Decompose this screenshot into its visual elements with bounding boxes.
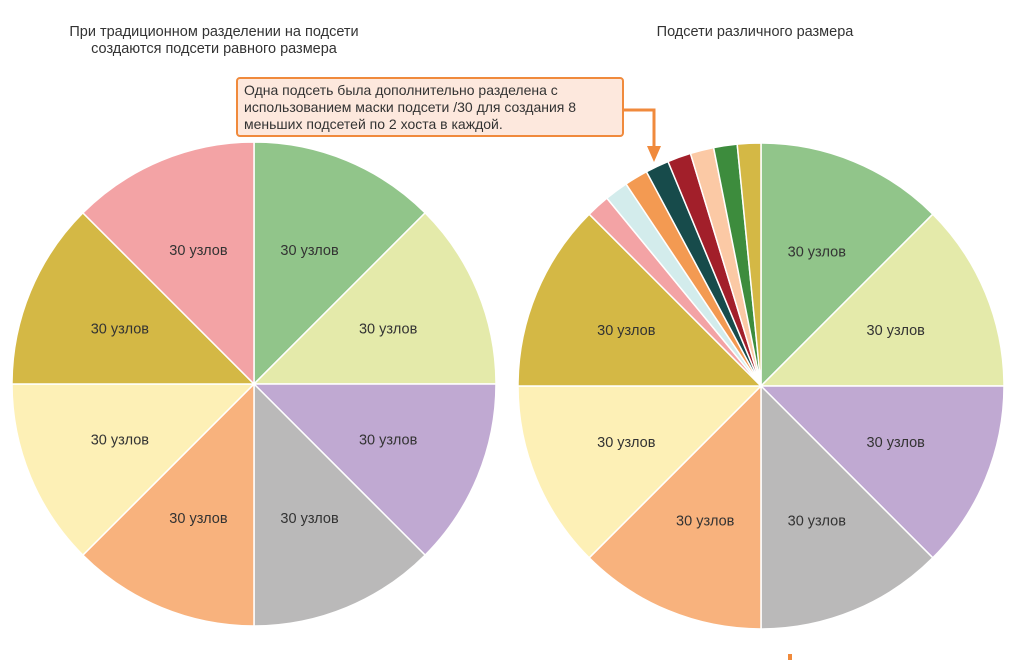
right-pie-slice-2 bbox=[759, 213, 1005, 387]
right-pie-slice-7 bbox=[517, 213, 763, 387]
right-pie-slice-label-6: 30 узлов bbox=[597, 435, 656, 451]
left-pie-slice-label-5: 30 узлов bbox=[169, 511, 228, 527]
left-chart-title-line-1: При традиционном разделении на подсети bbox=[69, 24, 359, 40]
orange-mark bbox=[788, 654, 792, 660]
left-pie-slice-3 bbox=[252, 383, 497, 557]
left-pie-slice-6 bbox=[11, 383, 256, 557]
callout-line-3: меньших подсетей по 2 хоста в каждой. bbox=[244, 116, 503, 132]
left-pie-slice-label-7: 30 узлов bbox=[91, 321, 150, 337]
callout-arrow bbox=[624, 108, 661, 162]
callout-arrow-line bbox=[624, 108, 656, 146]
right-pie-slice-label-1: 30 узлов bbox=[788, 244, 847, 260]
right-pie-slice-label-2: 30 узлов bbox=[867, 323, 926, 339]
left-pie-slice-7 bbox=[11, 211, 256, 385]
left-pie-slice-label-1: 30 узлов bbox=[280, 243, 339, 259]
left-pie-slice-label-6: 30 узлов bbox=[91, 433, 150, 449]
right-pie-slice-label-4: 30 узлов bbox=[788, 514, 847, 530]
callout-line-1: Одна подсеть была дополнительно разделен… bbox=[244, 82, 558, 98]
right-chart-title-line-1: Подсети различного размера bbox=[656, 24, 854, 40]
left-pie-slice-8 bbox=[81, 141, 255, 386]
left-pie-slice-label-3: 30 узлов bbox=[359, 433, 418, 449]
left-chart-title-line-2: создаются подсети равного размера bbox=[91, 41, 337, 57]
right-pie-chart: 30 узлов 30 узлов 30 узлов 30 узлов 30 узлов… bbox=[517, 142, 1005, 630]
left-pie-slice-4 bbox=[253, 382, 427, 627]
left-pie-slice-label-4: 30 узлов bbox=[280, 511, 339, 527]
left-pie-slice-1 bbox=[253, 141, 427, 386]
right-pie-slice-label-3: 30 узлов bbox=[867, 435, 926, 451]
callout-box: Одна подсеть была дополнительно разделен… bbox=[236, 77, 624, 137]
right-pie-slice-4 bbox=[760, 384, 934, 630]
left-pie-chart: 30 узлов 30 узлов 30 узлов 30 узлов 30 узлов… bbox=[11, 141, 497, 627]
callout-arrow-head bbox=[647, 146, 661, 162]
left-pie-slice-2 bbox=[252, 211, 497, 385]
right-pie-slice-3 bbox=[759, 385, 1005, 559]
right-pie-slice-5 bbox=[588, 384, 762, 630]
right-pie-small-slice-8 bbox=[736, 142, 762, 387]
right-chart-title: Подсети различного размера bbox=[600, 24, 910, 41]
right-pie-slice-6 bbox=[517, 385, 763, 559]
left-pie-slice-5 bbox=[81, 382, 255, 627]
callout-line-2: использованием маски подсети /30 для соз… bbox=[244, 99, 577, 115]
left-pie-slice-label-8: 30 узлов bbox=[169, 243, 228, 259]
right-pie-slice-label-7: 30 узлов bbox=[597, 323, 656, 339]
left-pie-slice-label-2: 30 узлов bbox=[359, 321, 418, 337]
left-chart-title: При традиционном разделении на подсети с… bbox=[24, 24, 404, 58]
right-pie-slice-1 bbox=[760, 142, 934, 388]
right-pie-slice-label-5: 30 узлов bbox=[676, 514, 735, 530]
